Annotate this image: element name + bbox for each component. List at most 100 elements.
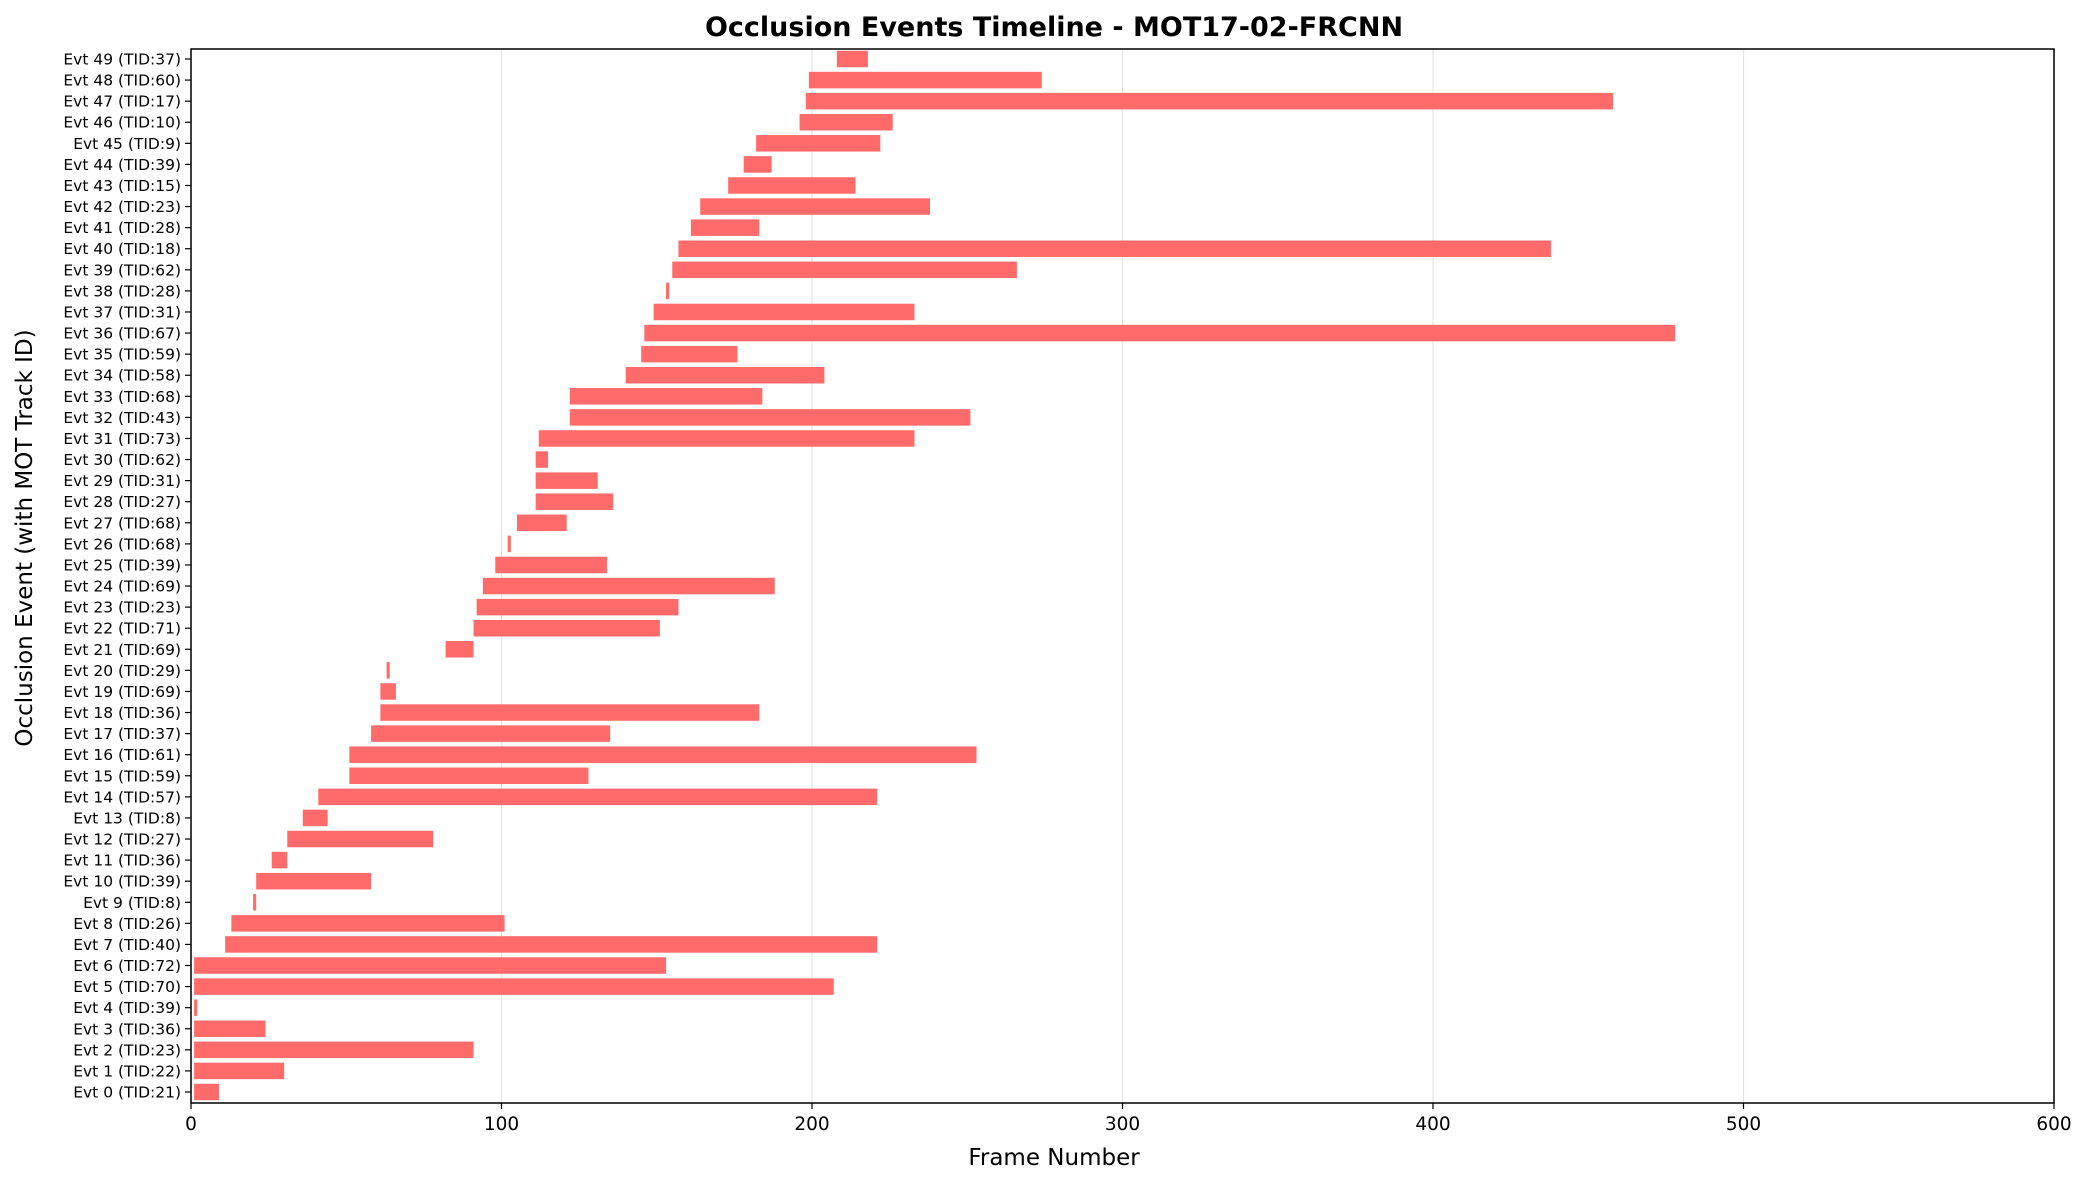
occlusion-bar	[836, 50, 868, 68]
y-tick-label: Evt 18 (TID:36)	[63, 704, 181, 722]
occlusion-bar	[743, 156, 772, 173]
occlusion-bar	[194, 999, 198, 1016]
occlusion-bar	[538, 430, 915, 447]
occlusion-bar	[535, 472, 598, 489]
occlusion-bar	[666, 282, 670, 300]
x-tick-label: 0	[185, 1114, 197, 1135]
occlusion-bar	[495, 556, 608, 574]
y-tick-label: Evt 33 (TID:68)	[63, 388, 181, 406]
occlusion-bar	[678, 240, 1551, 257]
y-tick-label: Evt 46 (TID:10)	[63, 114, 181, 132]
occlusion-bar	[194, 957, 667, 974]
y-tick-label: Evt 15 (TID:59)	[63, 767, 181, 785]
y-tick-label: Evt 36 (TID:67)	[63, 325, 181, 343]
y-tick-label: Evt 17 (TID:37)	[63, 725, 181, 743]
occlusion-bar	[194, 1083, 219, 1101]
y-tick-label: Evt 14 (TID:57)	[63, 788, 181, 806]
occlusion-bar	[644, 324, 1676, 342]
x-tick-labels: 0 100 200 300 400 500 600	[185, 1103, 2072, 1135]
y-tick-label: Evt 22 (TID:71)	[63, 620, 181, 638]
occlusion-bar	[700, 198, 930, 215]
occlusion-bar	[302, 809, 328, 827]
x-tick-label: 400	[1415, 1114, 1450, 1135]
occlusion-bar	[194, 978, 834, 995]
y-tick-label: Evt 20 (TID:29)	[63, 662, 181, 680]
y-tick-label: Evt 48 (TID:60)	[63, 72, 181, 90]
occlusion-bar	[445, 641, 474, 658]
y-tick-label: Evt 38 (TID:28)	[63, 282, 181, 300]
y-tick-label: Evt 32 (TID:43)	[63, 409, 181, 427]
occlusion-bar	[271, 851, 288, 869]
y-tick-label: Evt 34 (TID:58)	[63, 367, 181, 385]
y-tick-label: Evt 0 (TID:21)	[73, 1084, 181, 1102]
occlusion-bar	[756, 135, 881, 152]
x-tick-label: 200	[794, 1114, 829, 1135]
occlusion-bar	[380, 683, 396, 700]
y-tick-label: Evt 10 (TID:39)	[63, 873, 181, 891]
y-tick-label: Evt 45 (TID:9)	[73, 135, 181, 153]
occlusion-bar	[535, 451, 549, 468]
occlusion-bar	[287, 830, 434, 848]
y-tick-label: Evt 21 (TID:69)	[63, 641, 181, 659]
occlusion-bar	[194, 1041, 474, 1059]
occlusion-bar	[380, 704, 760, 721]
y-tick-labels: Evt 0 (TID:21) Evt 1 (TID:22) Evt 2 (TID:2…	[63, 51, 191, 1102]
y-tick-label: Evt 29 (TID:31)	[63, 472, 181, 490]
y-tick-label: Evt 41 (TID:28)	[63, 219, 181, 237]
y-tick-label: Evt 28 (TID:27)	[63, 493, 181, 511]
occlusion-bar	[194, 1062, 285, 1080]
occlusion-bar	[517, 514, 567, 532]
occlusion-bar	[256, 872, 372, 890]
occlusion-bar	[507, 535, 511, 553]
occlusion-bar	[318, 788, 878, 806]
y-tick-label: Evt 13 (TID:8)	[73, 809, 181, 827]
y-tick-label: Evt 37 (TID:31)	[63, 303, 181, 321]
occlusion-bar	[625, 366, 825, 384]
y-tick-label: Evt 16 (TID:61)	[63, 746, 181, 764]
y-tick-label: Evt 9 (TID:8)	[83, 894, 181, 912]
y-tick-label: Evt 31 (TID:73)	[63, 430, 181, 448]
occlusion-bar	[253, 894, 257, 911]
occlusion-bar	[194, 1020, 266, 1038]
chart-title: Occlusion Events Timeline - MOT17-02-FRC…	[705, 12, 1403, 43]
occlusion-bar	[728, 177, 856, 194]
y-tick-label: Evt 6 (TID:72)	[73, 957, 181, 975]
occlusion-bar	[569, 388, 763, 405]
occlusion-bar	[371, 725, 611, 742]
occlusion-bar	[805, 92, 1614, 110]
y-tick-label: Evt 1 (TID:22)	[73, 1062, 181, 1080]
bars	[194, 50, 1676, 1101]
occlusion-bar	[476, 598, 679, 616]
occlusion-bar	[672, 261, 1017, 279]
x-tick-label: 500	[1726, 1114, 1761, 1135]
y-tick-label: Evt 7 (TID:40)	[73, 936, 181, 954]
y-tick-label: Evt 43 (TID:15)	[63, 177, 181, 195]
occlusion-bar	[349, 767, 589, 785]
y-tick-label: Evt 8 (TID:26)	[73, 915, 181, 933]
x-tick-label: 600	[2036, 1114, 2071, 1135]
occlusion-bar	[569, 409, 971, 426]
occlusion-bar	[641, 345, 738, 363]
occlusion-bar	[231, 915, 505, 932]
occlusion-bar	[799, 113, 893, 131]
y-tick-label: Evt 27 (TID:68)	[63, 514, 181, 532]
x-tick-label: 300	[1105, 1114, 1140, 1135]
y-tick-label: Evt 26 (TID:68)	[63, 535, 181, 553]
y-tick-label: Evt 23 (TID:23)	[63, 599, 181, 617]
y-tick-label: Evt 25 (TID:39)	[63, 556, 181, 574]
occlusion-bar	[482, 577, 775, 595]
y-tick-label: Evt 19 (TID:69)	[63, 683, 181, 701]
y-tick-label: Evt 47 (TID:17)	[63, 93, 181, 111]
y-tick-label: Evt 44 (TID:39)	[63, 156, 181, 174]
y-tick-label: Evt 35 (TID:59)	[63, 346, 181, 364]
y-tick-label: Evt 49 (TID:37)	[63, 51, 181, 69]
y-tick-label: Evt 39 (TID:62)	[63, 261, 181, 279]
occlusion-bar	[535, 493, 614, 510]
occlusion-bar	[808, 71, 1042, 89]
y-tick-label: Evt 5 (TID:70)	[73, 978, 181, 996]
x-axis-label: Frame Number	[968, 1145, 1140, 1171]
y-tick-label: Evt 4 (TID:39)	[73, 999, 181, 1017]
